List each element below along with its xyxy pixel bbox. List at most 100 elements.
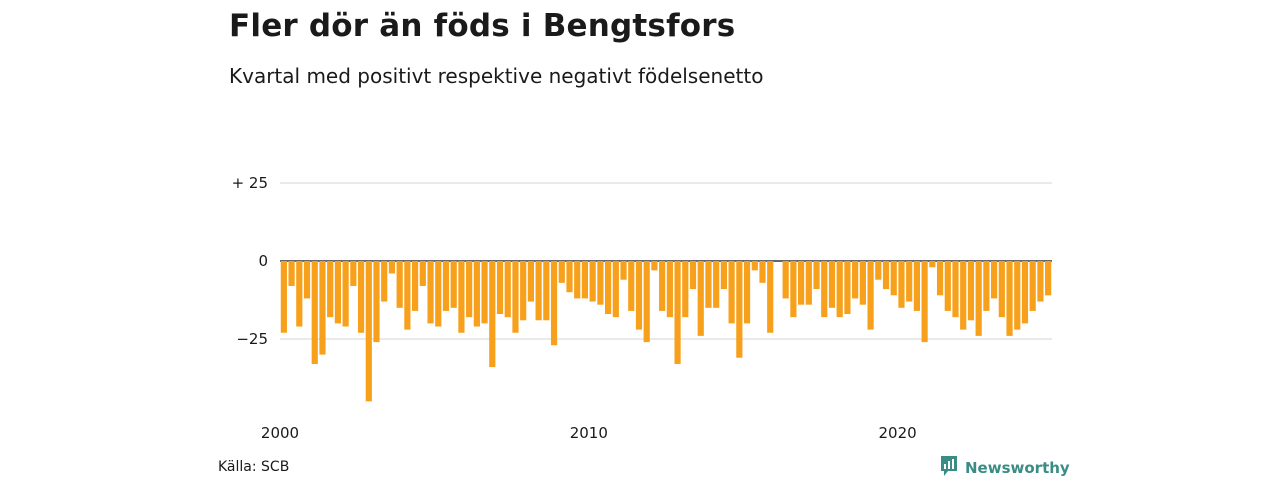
- bar: [836, 261, 843, 318]
- bar: [967, 261, 975, 321]
- bar: [952, 261, 959, 318]
- bar: [882, 261, 890, 290]
- bar: [728, 261, 735, 324]
- bar: [458, 261, 465, 333]
- bar: [805, 261, 812, 305]
- bar: [612, 261, 619, 318]
- bar: [906, 261, 913, 302]
- bar: [357, 261, 365, 333]
- bar: [396, 261, 403, 308]
- bar: [527, 261, 534, 302]
- bar: [597, 261, 604, 305]
- bar: [929, 261, 936, 268]
- bar: [504, 261, 511, 318]
- bar: [628, 261, 635, 311]
- chart-title: Fler dör än föds i Bengtsfors: [229, 8, 736, 44]
- bar: [419, 261, 426, 286]
- y-tick-label: −25: [236, 330, 268, 348]
- bar: [751, 261, 758, 271]
- brand-name: Newsworthy: [965, 459, 1070, 477]
- bar: [859, 261, 866, 305]
- bar: [373, 261, 380, 343]
- bar: [1037, 261, 1044, 302]
- bar: [983, 261, 990, 311]
- source-note: Källa: SCB: [218, 459, 290, 475]
- bar: [720, 261, 727, 290]
- bar: [998, 261, 1005, 318]
- newsworthy-logo: Newsworthy: [939, 455, 1070, 481]
- bar: [589, 261, 596, 302]
- bar: [342, 261, 349, 327]
- bar: [512, 261, 519, 333]
- chart-subtitle: Kvartal med positivt respektive negativt…: [229, 64, 764, 88]
- bar: [435, 261, 442, 327]
- bar: [960, 261, 967, 330]
- bar: [311, 261, 318, 364]
- bar: [813, 261, 820, 290]
- bar: [381, 261, 388, 302]
- bar: [620, 261, 627, 280]
- bar: [520, 261, 527, 321]
- bar: [759, 261, 766, 283]
- bar: [689, 261, 697, 290]
- x-tick-label: 2010: [570, 424, 608, 442]
- bar: [1006, 261, 1013, 336]
- bar: [365, 261, 372, 402]
- bar: [867, 261, 874, 330]
- bar: [473, 261, 480, 327]
- bar: [643, 261, 650, 343]
- bar: [535, 261, 542, 321]
- bar: [450, 261, 457, 308]
- bar: [489, 261, 496, 368]
- bar: [975, 261, 982, 336]
- y-tick-label: 0: [258, 252, 268, 270]
- bar: [798, 261, 805, 305]
- x-tick-label: 2000: [261, 424, 299, 442]
- bar: [574, 261, 581, 299]
- bar: [327, 261, 334, 318]
- bar: [442, 261, 450, 311]
- bar: [782, 261, 789, 299]
- bar: [1029, 261, 1036, 311]
- bar: [466, 261, 473, 318]
- bar: [1045, 261, 1052, 296]
- y-tick-label: + 25: [232, 174, 268, 192]
- bar: [790, 261, 797, 318]
- bar: [697, 261, 704, 336]
- bar: [635, 261, 643, 330]
- bar: [821, 261, 828, 318]
- bar: [936, 261, 944, 296]
- bar: [666, 261, 673, 318]
- bar: [288, 261, 295, 286]
- bar: [388, 261, 396, 274]
- bar: [736, 261, 743, 358]
- bar: [558, 261, 565, 283]
- bar: [944, 261, 951, 311]
- bar: [767, 261, 774, 333]
- bar: [1021, 261, 1029, 324]
- bar: [296, 261, 303, 327]
- bar: [581, 261, 589, 299]
- bar: [550, 261, 558, 346]
- bar: [713, 261, 720, 308]
- bar: [875, 261, 882, 280]
- bar: [319, 261, 326, 355]
- bar: [651, 261, 658, 271]
- bar: [991, 261, 998, 299]
- bar: [280, 261, 287, 333]
- bar: [481, 261, 488, 324]
- x-tick-label: 2020: [879, 424, 917, 442]
- bar: [1014, 261, 1021, 330]
- bar: [427, 261, 434, 324]
- bar: [898, 261, 905, 308]
- bar: [913, 261, 920, 311]
- bar: [334, 261, 341, 324]
- bar: [404, 261, 411, 330]
- bar: [496, 261, 504, 315]
- bar: [605, 261, 612, 315]
- bar: [890, 261, 897, 296]
- bar: [844, 261, 851, 315]
- bar: [350, 261, 357, 286]
- bar: [303, 261, 311, 299]
